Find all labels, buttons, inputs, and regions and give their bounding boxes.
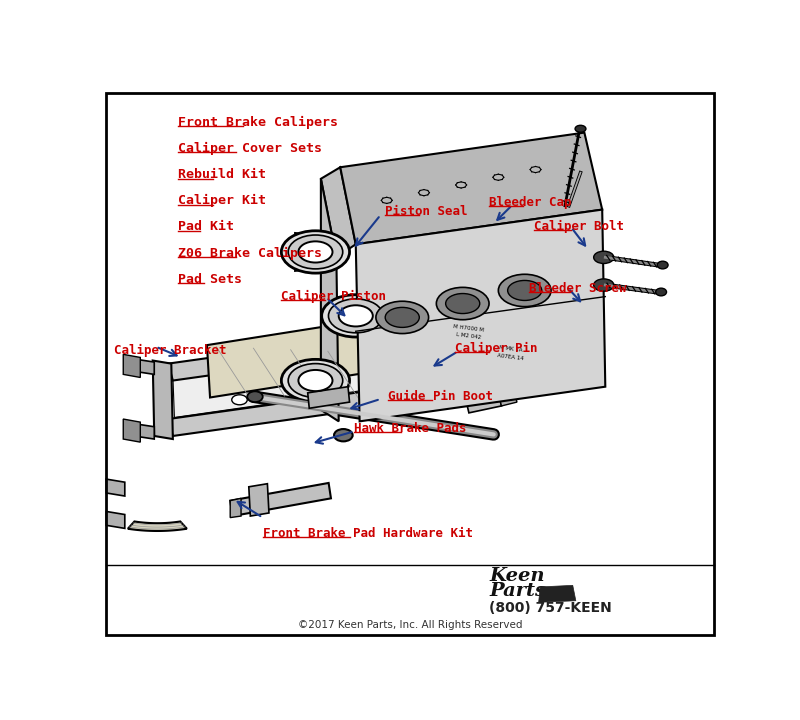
Text: M H7000 M: M H7000 M [454,323,485,332]
Polygon shape [321,167,356,257]
Polygon shape [168,381,447,436]
Polygon shape [207,308,444,397]
Polygon shape [295,361,336,400]
Ellipse shape [298,241,333,263]
Polygon shape [230,483,331,516]
Ellipse shape [298,370,333,391]
Ellipse shape [508,280,542,300]
Polygon shape [134,423,154,439]
Ellipse shape [575,125,586,132]
Text: Caliper Piston: Caliper Piston [282,289,386,302]
Polygon shape [106,511,125,528]
Ellipse shape [594,251,614,264]
Ellipse shape [376,301,429,333]
Ellipse shape [329,299,383,333]
Polygon shape [495,377,517,406]
Ellipse shape [498,274,551,307]
Text: Caliper Pin: Caliper Pin [455,342,538,355]
Ellipse shape [288,235,342,269]
Polygon shape [308,387,350,408]
Text: Front Brake Pad Hardware Kit: Front Brake Pad Hardware Kit [262,527,473,540]
Ellipse shape [334,429,353,441]
Ellipse shape [322,294,390,337]
Text: Caliper Bracket: Caliper Bracket [114,343,226,356]
Ellipse shape [288,364,342,397]
Polygon shape [249,484,269,516]
Text: Parts: Parts [489,582,546,600]
Text: Caliper Cover Sets: Caliper Cover Sets [178,142,322,155]
Polygon shape [123,419,140,442]
Polygon shape [153,361,173,439]
Text: (800) 757-KEEN: (800) 757-KEEN [489,600,612,615]
Ellipse shape [594,279,614,291]
Polygon shape [168,325,447,381]
Ellipse shape [658,261,668,269]
Polygon shape [134,359,154,374]
Polygon shape [106,479,125,496]
Polygon shape [462,381,502,413]
Polygon shape [538,585,576,603]
Text: Pad Sets: Pad Sets [178,273,242,286]
Polygon shape [123,354,140,377]
Ellipse shape [247,391,262,402]
Text: Guide Pin Boot: Guide Pin Boot [388,390,494,402]
Polygon shape [321,179,338,421]
Text: L M2 042: L M2 042 [456,332,482,340]
Polygon shape [435,318,462,405]
Text: Hawk Brake Pads: Hawk Brake Pads [354,422,466,435]
Text: Pad Kit: Pad Kit [178,220,234,233]
Text: Front Brake Calipers: Front Brake Calipers [178,116,338,129]
Ellipse shape [656,288,666,296]
Polygon shape [230,498,241,518]
Text: Rebuild Kit: Rebuild Kit [178,168,266,181]
Polygon shape [173,337,442,418]
Ellipse shape [386,307,419,328]
Text: Caliper Kit: Caliper Kit [178,194,266,207]
Text: M MK 1A: M MK 1A [498,345,522,353]
Text: ©2017 Keen Parts, Inc. All Rights Reserved: ©2017 Keen Parts, Inc. All Rights Reserv… [298,621,522,631]
Ellipse shape [282,359,350,402]
Polygon shape [340,132,602,244]
Text: Bleeder Screw: Bleeder Screw [530,282,627,295]
Polygon shape [295,233,336,271]
Ellipse shape [338,305,373,326]
Text: Piston Seal: Piston Seal [386,205,468,218]
Text: Z06 Brake Calipers: Z06 Brake Calipers [178,246,322,260]
Text: Caliper Bolt: Caliper Bolt [534,220,624,233]
Polygon shape [128,521,187,531]
Ellipse shape [446,294,480,313]
Text: Bleeder Cap: Bleeder Cap [489,196,571,209]
Polygon shape [335,297,376,335]
Text: A07EA 14: A07EA 14 [498,353,524,361]
Text: Keen: Keen [489,567,545,585]
Ellipse shape [232,395,247,405]
Ellipse shape [282,231,350,273]
Ellipse shape [436,287,489,320]
Polygon shape [356,210,606,421]
